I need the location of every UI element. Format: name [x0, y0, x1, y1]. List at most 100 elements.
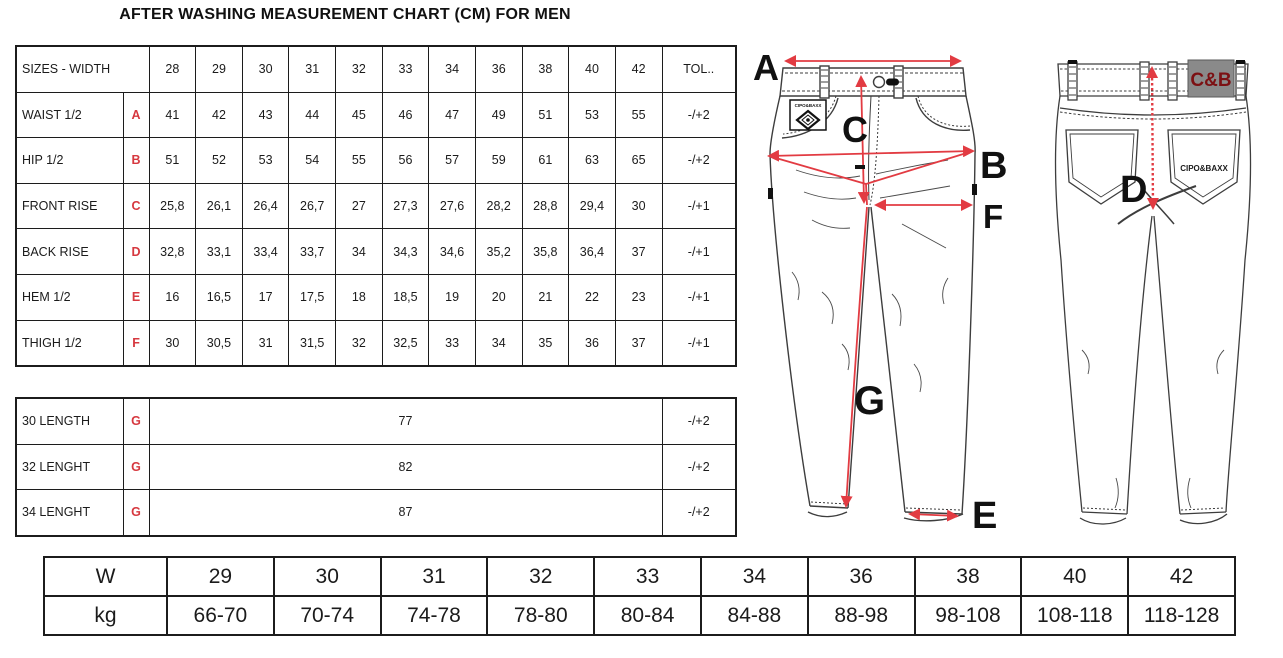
measure-value: 33,7 [288, 228, 337, 275]
kg-range: 88-98 [806, 595, 916, 636]
measure-value: 47 [428, 91, 476, 139]
measure-value: 51 [521, 91, 570, 139]
length-value: 77 [148, 397, 663, 445]
measure-value: 35,2 [474, 228, 523, 275]
width-value: 36 [806, 556, 916, 597]
measure-value: 43 [241, 91, 290, 139]
table-row: BACK RISE D 32,8 33,1 33,4 33,7 34 34,3 … [15, 228, 737, 275]
length-code: G [122, 489, 150, 537]
measure-label: HIP 1/2 [15, 137, 124, 184]
table-row: SIZES - WIDTH 28 29 30 31 32 33 34 36 38… [15, 45, 737, 93]
label-G: G [854, 379, 885, 423]
tol-header: TOL.. [661, 45, 737, 93]
measure-label: BACK RISE [15, 228, 124, 275]
label-B: B [980, 145, 1007, 187]
label-A: A [753, 47, 779, 88]
measure-value: 55 [335, 137, 383, 184]
sizes-width-header: SIZES - WIDTH [15, 45, 150, 93]
front-measure-arrows [767, 55, 975, 522]
tolerance-value: -/+2 [661, 489, 737, 537]
cb-patch-text: C&B [1190, 70, 1231, 91]
size-col-header: 40 [568, 45, 616, 93]
fly-tick-mark [855, 165, 865, 169]
measure-value: 34,3 [381, 228, 430, 275]
kg-header: kg [43, 595, 168, 636]
measure-value: 44 [288, 91, 337, 139]
measure-value: 31 [241, 319, 290, 367]
measure-label: THIGH 1/2 [15, 319, 124, 367]
length-label: 30 LENGTH [15, 397, 124, 445]
width-value: 34 [699, 556, 809, 597]
measure-value: 18,5 [381, 273, 430, 321]
label-C: C [842, 109, 868, 150]
measure-value: 30 [614, 182, 663, 230]
tolerance-value: -/+1 [661, 319, 737, 367]
cb-waistband-patch: C&B [1187, 59, 1235, 98]
length-code: G [122, 397, 150, 445]
page-title: AFTER WASHING MEASUREMENT CHART (CM) FOR… [119, 6, 571, 23]
measure-code: C [122, 182, 150, 230]
measure-value: 17 [241, 273, 290, 321]
measure-value: 61 [521, 137, 570, 184]
measure-value: 54 [288, 137, 337, 184]
length-label: 34 LENGHT [15, 489, 124, 537]
width-value: 31 [379, 556, 489, 597]
width-value: 29 [166, 556, 275, 597]
measure-value: 30 [148, 319, 197, 367]
measure-value: 41 [148, 91, 197, 139]
measure-value: 20 [474, 273, 523, 321]
front-patch-text: CIPO&BAXX [795, 103, 822, 108]
measure-value: 37 [614, 319, 663, 367]
measure-value: 18 [335, 273, 383, 321]
width-value: 33 [593, 556, 702, 597]
measure-label: WAIST 1/2 [15, 91, 124, 139]
size-col-header: 36 [474, 45, 523, 93]
measure-value: 16,5 [195, 273, 243, 321]
kg-range: 74-78 [379, 595, 489, 636]
size-col-header: 42 [614, 45, 663, 93]
kg-range: 98-108 [913, 595, 1023, 636]
measure-value: 32,5 [381, 319, 430, 367]
kg-range: 70-74 [272, 595, 382, 636]
label-F: F [983, 198, 1003, 235]
measure-value: 21 [521, 273, 570, 321]
length-value: 82 [148, 443, 663, 491]
measure-value: 33 [428, 319, 476, 367]
table-row: 30 LENGTH G 77 -/+2 [15, 397, 737, 445]
measure-value: 16 [148, 273, 197, 321]
measure-value: 59 [474, 137, 523, 184]
measure-code: F [122, 319, 150, 367]
measure-value: 57 [428, 137, 476, 184]
measure-value: 63 [568, 137, 616, 184]
size-col-header: 33 [381, 45, 430, 93]
measure-value: 52 [195, 137, 243, 184]
table-row: 34 LENGHT G 87 -/+2 [15, 489, 737, 537]
measure-value: 29,4 [568, 182, 616, 230]
measure-value: 28,2 [474, 182, 523, 230]
width-value: 32 [486, 556, 596, 597]
measure-value: 27 [335, 182, 383, 230]
measure-value: 23 [614, 273, 663, 321]
width-value: 30 [272, 556, 382, 597]
label-D: D [1120, 169, 1147, 211]
measure-value: 37 [614, 228, 663, 275]
kg-range: 78-80 [486, 595, 596, 636]
width-header: W [43, 556, 168, 597]
measure-code: A [122, 91, 150, 139]
size-col-header: 28 [148, 45, 197, 93]
measure-value: 32,8 [148, 228, 197, 275]
measure-value: 31,5 [288, 319, 337, 367]
width-value: 38 [913, 556, 1023, 597]
tolerance-value: -/+2 [661, 91, 737, 139]
measure-code: B [122, 137, 150, 184]
table-row: kg 66-70 70-74 74-78 78-80 80-84 84-88 8… [43, 595, 1236, 636]
measure-code: E [122, 273, 150, 321]
measure-value: 36,4 [568, 228, 616, 275]
kg-range: 108-118 [1020, 595, 1130, 636]
front-pocket-logo-patch: CIPO&BAXX [789, 99, 827, 131]
tolerance-value: -/+2 [661, 443, 737, 491]
measure-value: 46 [381, 91, 430, 139]
kg-range: 118-128 [1127, 595, 1236, 636]
tolerance-value: -/+1 [661, 228, 737, 275]
measure-value: 34 [335, 228, 383, 275]
